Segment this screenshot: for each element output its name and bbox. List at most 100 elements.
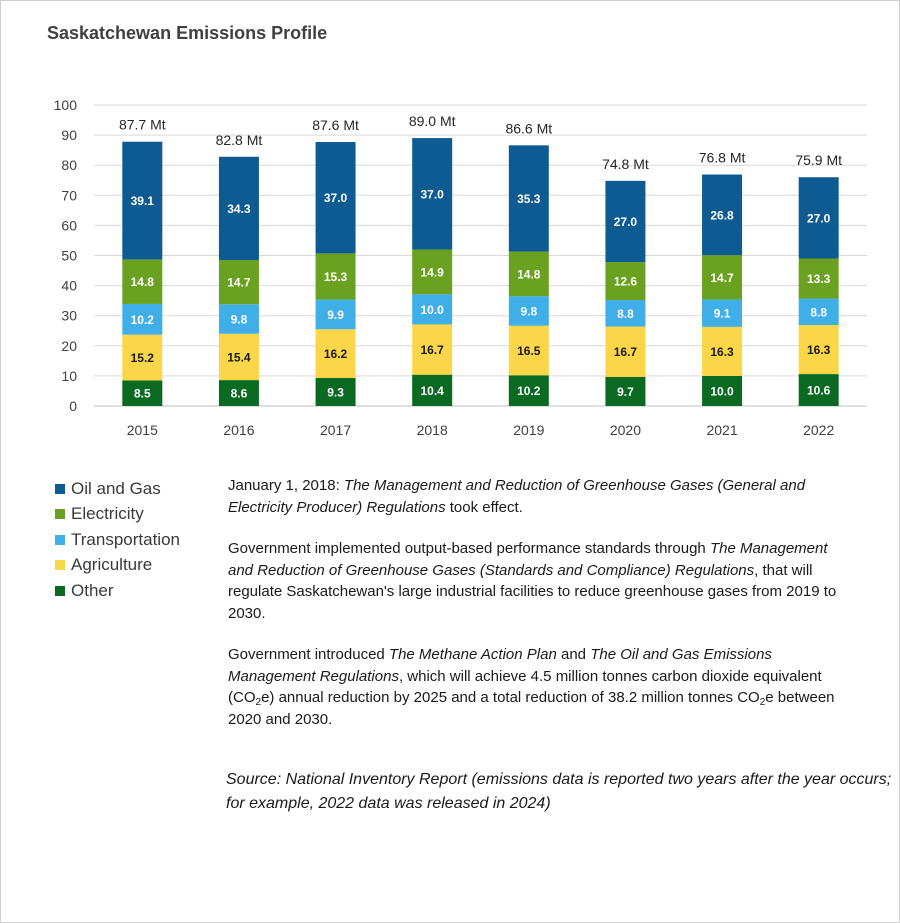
- bar-segment: [122, 141, 163, 260]
- bar-segment: [218, 260, 259, 305]
- bar-segment: [412, 294, 453, 325]
- bar-segment: [702, 326, 743, 376]
- data-label: 35.3: [517, 192, 541, 206]
- y-tick-label: 100: [54, 97, 78, 113]
- chart-legend: Oil and Gas Electricity Transportation A…: [55, 476, 180, 604]
- data-label: 16.3: [807, 343, 831, 357]
- data-label: 14.7: [227, 276, 251, 290]
- data-label: 15.3: [324, 270, 348, 284]
- bar-segment: [218, 156, 259, 261]
- data-label: 16.2: [324, 347, 348, 361]
- data-label: 37.0: [324, 191, 348, 205]
- bar-segment: [605, 326, 646, 377]
- data-label: 13.3: [807, 272, 831, 286]
- data-label: 39.1: [131, 194, 155, 208]
- x-tick-label: 2016: [223, 422, 254, 438]
- bar-segment: [605, 300, 646, 327]
- bar-segment: [412, 374, 453, 406]
- bar-segment: [218, 380, 259, 406]
- bar-segment: [798, 258, 839, 299]
- note-1-regulation-title: The Management and Reduction of Greenhou…: [228, 477, 806, 516]
- y-tick-label: 0: [69, 398, 77, 414]
- y-tick-label: 70: [61, 187, 77, 203]
- bar-segment: [605, 180, 646, 263]
- bar-segment: [412, 324, 453, 375]
- bar-segment: [315, 329, 356, 379]
- legend-item-oil-and-gas: Oil and Gas: [55, 476, 180, 502]
- data-label: 37.0: [421, 187, 445, 201]
- total-label: 74.8 Mt: [602, 156, 649, 172]
- data-label: 8.8: [617, 307, 634, 321]
- data-label: 16.3: [710, 345, 734, 359]
- note-3-text-f: e) annual reduction by 2025 and a total …: [261, 689, 760, 706]
- data-label: 10.2: [517, 384, 541, 398]
- note-3-text-a: Government introduced: [228, 646, 389, 663]
- total-label: 87.6 Mt: [312, 117, 359, 133]
- data-label: 14.8: [131, 275, 155, 289]
- x-tick-label: 2017: [320, 422, 351, 438]
- note-2-text-a: Government implemented output-based perf…: [228, 540, 710, 557]
- y-tick-label: 40: [61, 278, 77, 294]
- data-label: 8.5: [134, 387, 151, 401]
- data-label: 15.4: [227, 350, 251, 364]
- policy-notes: January 1, 2018: The Management and Redu…: [228, 475, 848, 750]
- x-tick-label: 2022: [803, 422, 834, 438]
- x-tick-label: 2018: [417, 422, 448, 438]
- note-3-subscript-2: 2: [759, 697, 766, 708]
- bar-segment: [315, 378, 356, 406]
- bar-segment: [605, 376, 646, 406]
- y-tick-label: 80: [61, 157, 77, 173]
- legend-item-transportation: Transportation: [55, 527, 180, 553]
- note-3-subscript-1: 2: [255, 697, 262, 708]
- source-note: Source: National Inventory Report (emiss…: [226, 771, 892, 812]
- y-tick-label: 60: [61, 217, 77, 233]
- data-label: 27.0: [807, 211, 831, 225]
- bar-segment: [122, 303, 163, 335]
- data-label: 16.7: [614, 345, 638, 359]
- data-label: 10.6: [807, 384, 831, 398]
- bar-segment: [412, 138, 453, 250]
- note-1-text-c: took effect.: [445, 498, 523, 516]
- legend-item-other: Other: [55, 578, 180, 604]
- legend-swatch-agriculture: [55, 560, 65, 571]
- total-label: 76.8 Mt: [699, 150, 746, 166]
- data-label: 10.2: [131, 313, 155, 327]
- bar-segment: [508, 375, 549, 406]
- legend-label-agriculture: Agriculture: [71, 555, 153, 575]
- note-3-text-e: , which will achieve 4.5 million tonnes …: [228, 667, 822, 707]
- legend-item-agriculture: Agriculture: [55, 553, 180, 579]
- note-3-regulation-title: The Oil and Gas Emissions Management Reg…: [228, 646, 772, 685]
- data-label: 9.7: [617, 385, 634, 399]
- note-2-regulation-title: The Management and Reduction of Greenhou…: [228, 540, 828, 579]
- note-3-text-c: and: [556, 646, 591, 663]
- data-label: 9.9: [327, 308, 344, 322]
- data-label: 10.4: [421, 384, 445, 398]
- bar-segment: [122, 380, 163, 406]
- x-tick-label: 2019: [513, 422, 544, 438]
- bar-segment: [315, 299, 356, 330]
- bar-segment: [412, 249, 453, 295]
- note-2-text-c: , that will regulate Saskatchewan's larg…: [228, 561, 837, 622]
- bar-segment: [798, 177, 839, 259]
- data-label: 10.0: [710, 384, 734, 398]
- data-label: 8.6: [231, 387, 248, 401]
- data-label: 9.8: [520, 304, 537, 318]
- data-label: 8.8: [810, 305, 827, 319]
- y-tick-label: 10: [61, 368, 77, 384]
- legend-swatch-other: [55, 585, 65, 596]
- note-1-text-a: January 1, 2018:: [228, 477, 344, 494]
- bar-segment: [702, 375, 743, 406]
- x-tick-label: 2015: [127, 422, 158, 438]
- note-3-text-g: e between 2020 and 2030.: [228, 689, 835, 728]
- y-tick-label: 50: [61, 248, 77, 264]
- data-label: 26.8: [710, 208, 734, 222]
- y-tick-label: 20: [61, 338, 77, 354]
- bar-segment: [798, 374, 839, 406]
- legend-label-electricity: Electricity: [71, 504, 144, 524]
- total-label: 82.8 Mt: [216, 132, 263, 148]
- legend-item-electricity: Electricity: [55, 502, 180, 528]
- total-label: 89.0 Mt: [409, 113, 456, 129]
- x-tick-label: 2020: [610, 422, 641, 438]
- data-label: 12.6: [614, 275, 638, 289]
